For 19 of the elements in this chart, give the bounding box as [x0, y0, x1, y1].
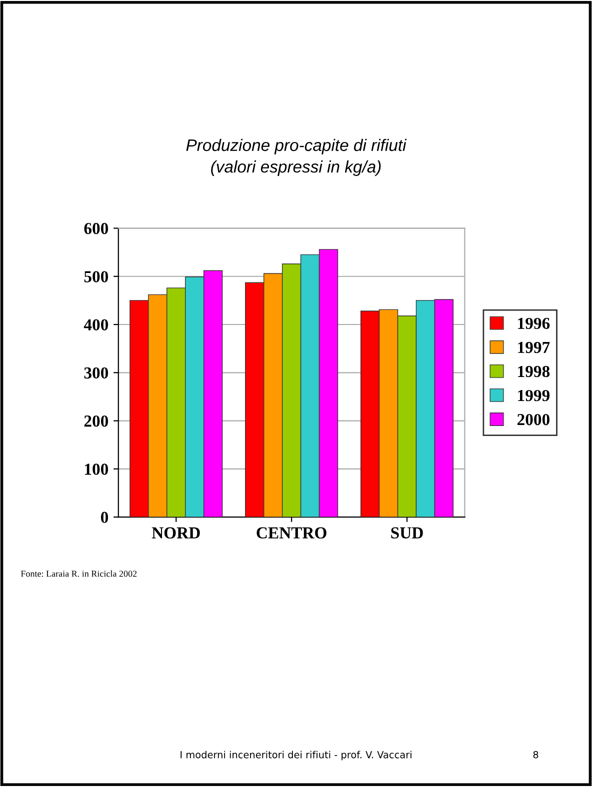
chart-title: Produzione pro-capite di rifiuti (valori espressi in kg/a) [186, 138, 407, 176]
legend-label: 1997 [518, 342, 550, 354]
y-tick-label: 100 [85, 464, 108, 475]
legend-label: 1999 [518, 390, 550, 402]
legend-label: 1996 [518, 318, 550, 330]
legend-label: 1998 [518, 366, 550, 378]
y-tick-label: 200 [84, 415, 108, 427]
text: 8 [533, 750, 538, 758]
y-tick-label: 500 [84, 271, 108, 282]
x-tick-label: NORD [152, 527, 200, 539]
source-note: Fonte: Laraia R. in Ricicla 2002 [20, 570, 137, 577]
y-tick-label: 600 [84, 222, 108, 234]
x-tick-label: SUD [391, 527, 423, 539]
y-tick-label: 0 [100, 512, 108, 524]
y-tick-label: 400 [84, 319, 108, 330]
y-tick-label: 300 [84, 367, 108, 379]
text: I moderni inceneritori dei rifiuti - prof. V. Vaccari [180, 750, 412, 760]
x-tick-label: CENTRO [256, 527, 326, 539]
legend-label: 2000 [517, 414, 550, 426]
